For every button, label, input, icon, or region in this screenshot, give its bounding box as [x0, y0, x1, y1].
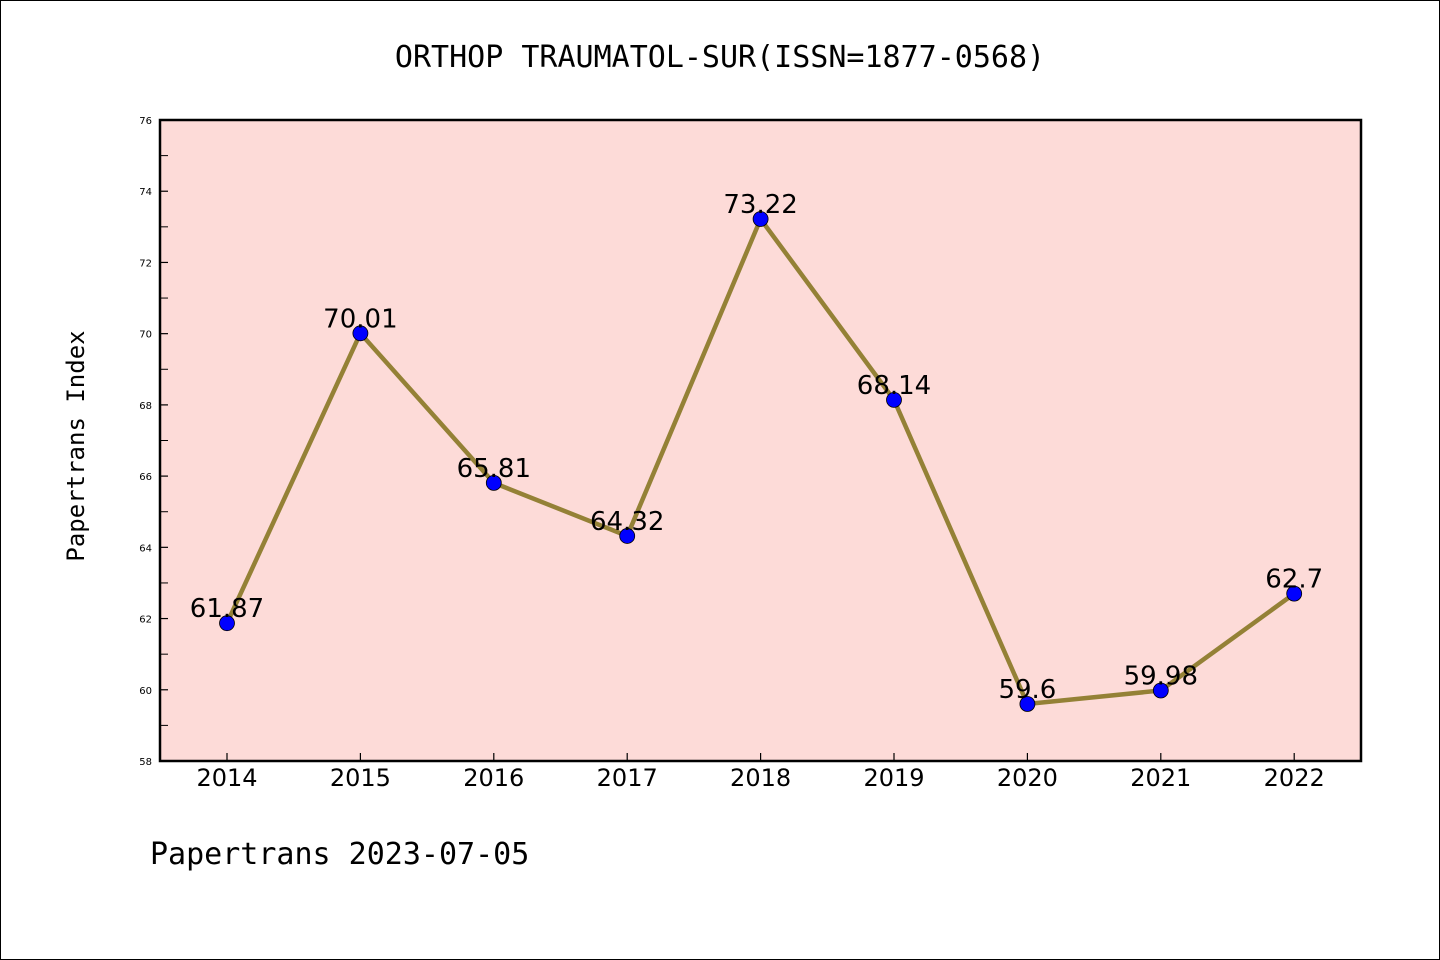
- data-point: [886, 392, 902, 408]
- data-label: 61.87: [190, 594, 264, 624]
- y-tick-label: 72: [139, 258, 152, 269]
- data-label: 59.98: [1124, 661, 1198, 691]
- data-label: 62.7: [1265, 565, 1323, 595]
- y-tick-label: 62: [139, 615, 152, 626]
- y-tick-label: 58: [139, 757, 152, 768]
- footer-date: Papertrans 2023-07-05: [150, 837, 529, 872]
- y-axis-label: Papertrans Index: [62, 330, 90, 561]
- y-axis: 58 60 62 64 66 68 70 72 74 76: [139, 116, 168, 768]
- data-point: [1019, 696, 1036, 712]
- data-point: [619, 528, 636, 544]
- chart-title: ORTHOP TRAUMATOL-SUR(ISSN=1877-0568): [395, 40, 1045, 75]
- y-tick-label: 66: [139, 472, 152, 483]
- data-label: 59.6: [998, 675, 1056, 705]
- data-label: 64.32: [590, 507, 664, 537]
- y-tick-label: 70: [139, 330, 152, 341]
- data-point: [752, 211, 769, 227]
- x-tick-label: 2021: [1130, 764, 1191, 792]
- data-labels: 61.87 70.01 65.81 64.32 73.22 68.14 59.6 59.98 6…: [190, 190, 1323, 705]
- data-point: [1152, 682, 1169, 699]
- data-point: [485, 474, 502, 491]
- data-label: 68.14: [857, 371, 931, 401]
- data-point: [1286, 585, 1303, 602]
- data-label: 70.01: [323, 304, 397, 334]
- x-tick-label: 2019: [863, 764, 924, 792]
- x-tick-label: 2018: [730, 764, 791, 792]
- data-label: 65.81: [457, 454, 531, 484]
- x-tick-label: 2022: [1264, 764, 1325, 792]
- y-tick-label: 76: [139, 116, 152, 127]
- data-point: [352, 325, 369, 342]
- y-tick-label: 64: [139, 543, 152, 554]
- y-tick-label: 60: [139, 686, 152, 697]
- x-tick-label: 2015: [330, 764, 391, 792]
- data-point: [219, 615, 235, 632]
- x-tick-label: 2017: [597, 764, 658, 792]
- x-tick-label: 2014: [196, 764, 257, 792]
- y-tick-label: 74: [139, 187, 152, 198]
- data-label: 73.22: [723, 190, 797, 220]
- x-tick-label: 2020: [997, 764, 1058, 792]
- x-tick-label: 2016: [463, 764, 524, 792]
- data-series: [219, 211, 1303, 712]
- y-tick-label: 68: [139, 401, 152, 412]
- x-axis: 2014 2015 2016 2017 2018 2019 2020 2021 2022: [196, 753, 1325, 792]
